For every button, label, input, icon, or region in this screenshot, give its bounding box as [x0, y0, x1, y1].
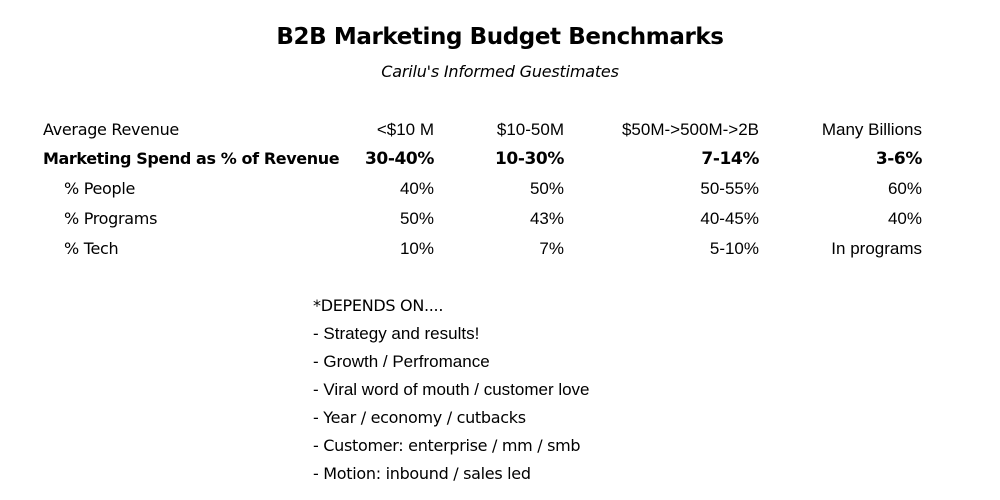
row-label-marketing-spend: Marketing Spend as % of Revenue: [43, 149, 340, 168]
table-cell: 50%: [529, 179, 564, 198]
table-cell: 43%: [529, 209, 564, 228]
table-cell: 40%: [399, 179, 434, 198]
table-row-people: % People 40% 50% 50-55% 60%: [0, 177, 1000, 201]
table-row-tech: % Tech 10% 7% 5-10% In programs: [0, 237, 1000, 261]
table-cell: 3-6%: [875, 149, 923, 169]
table-cell: 5-10%: [709, 239, 759, 258]
list-item: - Growth / Perfromance: [313, 352, 490, 371]
row-label-average-revenue: Average Revenue: [43, 120, 179, 139]
table-cell: 60%: [887, 179, 922, 198]
list-item: - Customer: enterprise / mm / smb: [313, 436, 581, 455]
table-row-programs: % Programs 50% 43% 40-45% 40%: [0, 207, 1000, 231]
column-header-many-billions: Many Billions: [821, 120, 922, 139]
list-item: - Motion: inbound / sales led: [313, 464, 531, 483]
table-cell: 10%: [399, 239, 434, 258]
table-cell: 40%: [887, 209, 922, 228]
row-label-people: % People: [64, 179, 136, 198]
column-header-under-10m: <$10 M: [376, 120, 434, 139]
table-cell: 50%: [399, 209, 434, 228]
page-title: B2B Marketing Budget Benchmarks: [276, 24, 724, 50]
table-cell: 10-30%: [494, 149, 564, 169]
row-label-tech: % Tech: [64, 239, 119, 258]
table-row-marketing-spend: Marketing Spend as % of Revenue 30-40% 1…: [0, 147, 1000, 171]
table-cell: 40-45%: [700, 209, 759, 228]
table-cell: 7-14%: [701, 149, 759, 169]
list-item: - Viral word of mouth / customer love: [313, 380, 590, 399]
list-item: - Year / economy / cutbacks: [313, 408, 526, 427]
table-cell: In programs: [831, 239, 922, 258]
row-label-programs: % Programs: [64, 209, 158, 228]
table-cell: 30-40%: [364, 149, 434, 169]
column-header-50m-2b: $50M->500M->2B: [621, 120, 759, 139]
list-item: - Strategy and results!: [313, 324, 480, 343]
table-cell: 50-55%: [700, 179, 759, 198]
page-subtitle: Carilu's Informed Guestimates: [381, 62, 619, 81]
table-header-row: Average Revenue <$10 M $10-50M $50M->500…: [0, 118, 1000, 142]
column-header-10-50m: $10-50M: [496, 120, 564, 139]
table-cell: 7%: [539, 239, 564, 258]
notes-heading: *DEPENDS ON....: [313, 296, 444, 315]
depends-on-notes: *DEPENDS ON.... - Strategy and results! …: [313, 292, 973, 488]
